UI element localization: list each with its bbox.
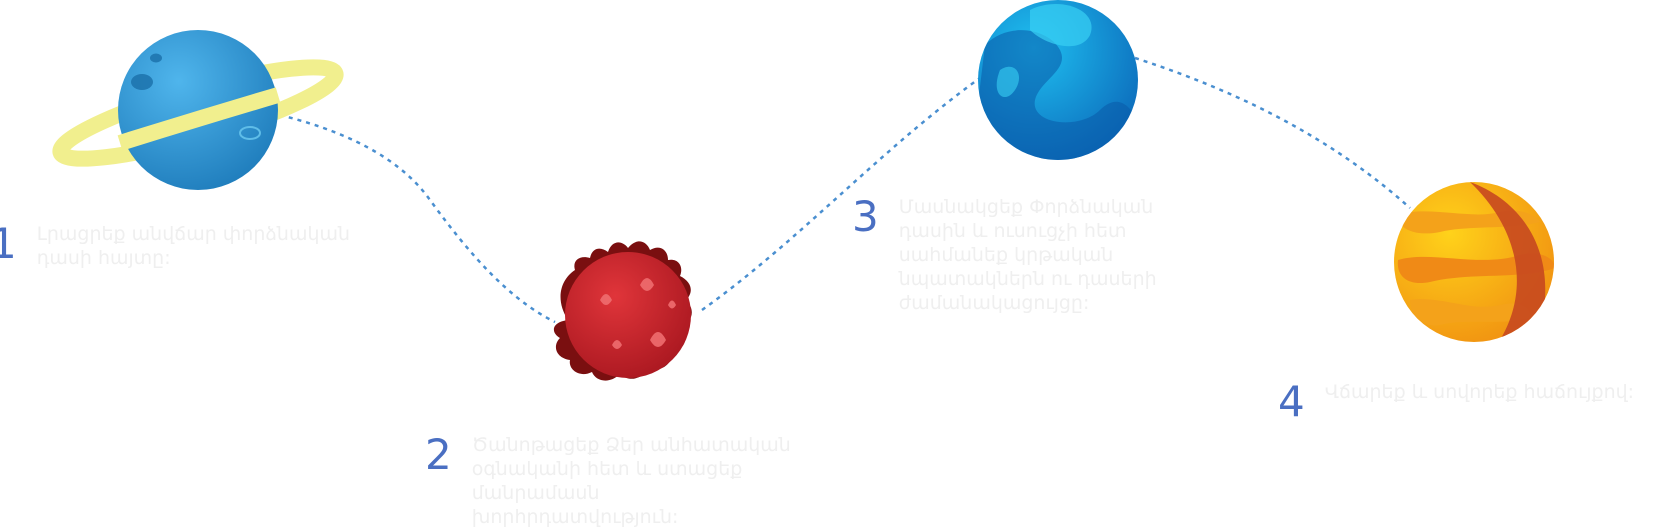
dotted-path <box>279 56 1411 324</box>
step-1: 1 Լրացրեք անվճար փորձնական դասի հայտը: <box>0 222 390 270</box>
step-3-number: 3 <box>852 192 879 241</box>
step-3: 3 Մասնակցեք Փորձնական դասին և ուսուցչի հ… <box>852 195 1192 315</box>
step-1-number: 1 <box>0 219 17 268</box>
blue-planet-icon <box>978 0 1138 160</box>
step-4: 4 Վճարեք և սովորեք հաճույքով: <box>1278 380 1678 424</box>
step-2: 2 Ծանոթացեք Ձեր անհատական օգնականի հետ և… <box>425 433 845 529</box>
fire-planet-icon <box>553 241 692 381</box>
step-4-text: Վճարեք և սովորեք հաճույքով: <box>1324 381 1635 403</box>
step-2-number: 2 <box>425 430 452 479</box>
step-2-text: Ծանոթացեք Ձեր անհատական օգնականի հետ և ս… <box>471 434 791 528</box>
orange-planet-icon <box>1394 182 1554 342</box>
step-3-text: Մասնակցեք Փորձնական դասին և ուսուցչի հետ… <box>898 196 1157 314</box>
step-4-number: 4 <box>1278 377 1305 426</box>
ringed-planet-icon <box>52 30 344 190</box>
step-1-text: Լրացրեք անվճար փորձնական դասի հայտը: <box>36 223 351 269</box>
